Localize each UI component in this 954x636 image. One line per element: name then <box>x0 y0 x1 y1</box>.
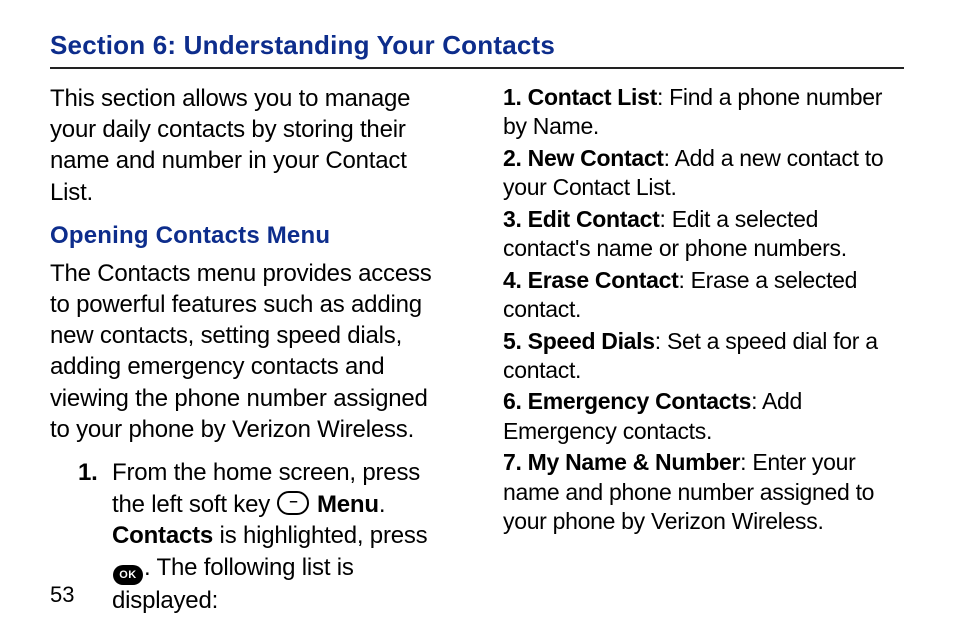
list-item: 7. My Name & Number: Enter your name and… <box>503 448 904 536</box>
page-number: 53 <box>50 582 74 608</box>
item-label: 4. Erase Contact <box>503 267 678 293</box>
step-1: 1. From the home screen, press the left … <box>50 457 451 617</box>
step-post: . The following list is displayed: <box>112 554 354 614</box>
step-mid2: is highlighted, press <box>213 522 427 549</box>
title-rule <box>50 67 904 69</box>
item-label: 1. Contact List <box>503 84 657 110</box>
list-item: 6. Emergency Contacts: Add Emergency con… <box>503 387 904 446</box>
list-item: 2. New Contact: Add a new contact to you… <box>503 144 904 203</box>
manual-page: Section 6: Understanding Your Contacts T… <box>0 0 954 636</box>
list-item: 5. Speed Dials: Set a speed dial for a c… <box>503 327 904 386</box>
section-title: Section 6: Understanding Your Contacts <box>50 30 904 61</box>
list-item: 4. Erase Contact: Erase a selected conta… <box>503 266 904 325</box>
opening-paragraph: The Contacts menu provides access to pow… <box>50 258 451 445</box>
list-item: 3. Edit Contact: Edit a selected contact… <box>503 205 904 264</box>
sub-heading: Opening Contacts Menu <box>50 222 451 250</box>
item-label: 7. My Name & Number <box>503 449 740 475</box>
left-column: This section allows you to manage your d… <box>50 83 451 617</box>
list-item: 1. Contact List: Find a phone number by … <box>503 83 904 142</box>
right-column: 1. Contact List: Find a phone number by … <box>503 83 904 617</box>
item-label: 3. Edit Contact <box>503 206 660 232</box>
item-label: 2. New Contact <box>503 145 664 171</box>
contacts-word: Contacts <box>112 522 213 549</box>
content-columns: This section allows you to manage your d… <box>50 83 904 617</box>
step-number: 1. <box>78 457 112 617</box>
menu-list: 1. Contact List: Find a phone number by … <box>503 83 904 537</box>
step-mid1: . <box>379 491 385 518</box>
step-text: From the home screen, press the left sof… <box>112 457 451 617</box>
item-label: 5. Speed Dials <box>503 328 655 354</box>
menu-word: Menu <box>317 491 379 518</box>
ok-key-icon: OK <box>113 565 143 585</box>
intro-paragraph: This section allows you to manage your d… <box>50 83 451 208</box>
item-label: 6. Emergency Contacts <box>503 388 751 414</box>
soft-key-icon <box>277 491 309 515</box>
